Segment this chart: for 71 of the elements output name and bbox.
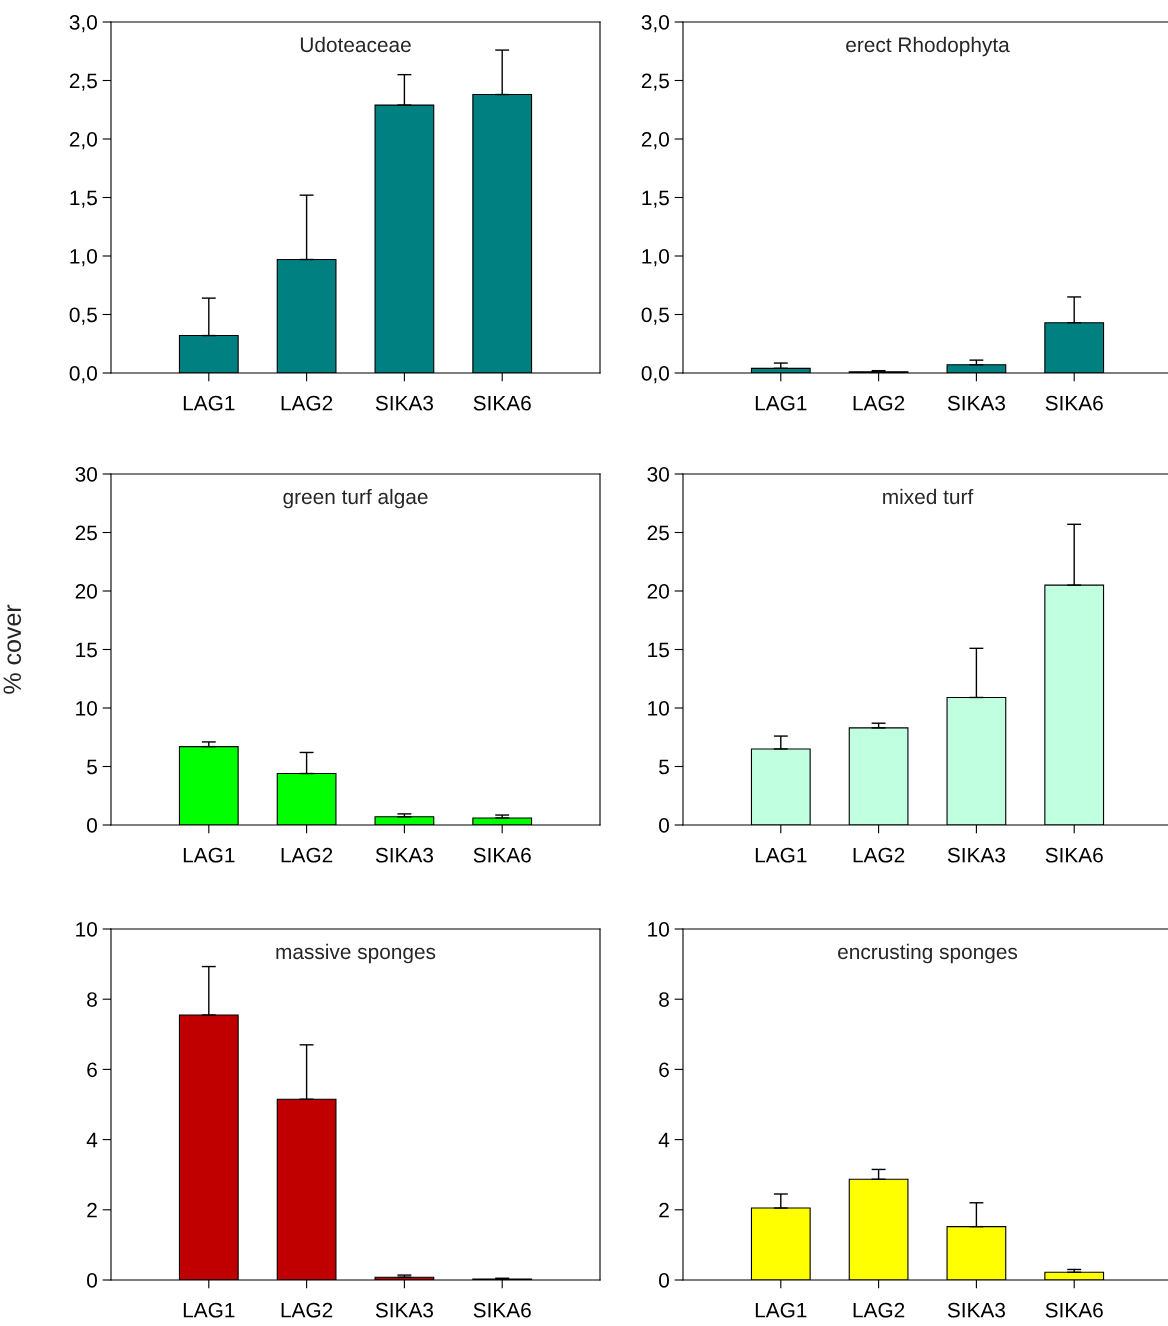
y-tick-label: 20 (75, 584, 97, 599)
x-tick-label: SIKA6 (473, 847, 531, 863)
x-tick-label: LAG2 (281, 847, 333, 863)
y-tick-label: 8 (87, 992, 97, 1007)
x-tick-label: SIKA3 (375, 1302, 434, 1318)
y-tick-label: 15 (76, 642, 97, 658)
x-tick-label: SIKA6 (473, 1302, 531, 1318)
y-tick-label: 2,5 (641, 73, 669, 91)
y-tick-label: 4 (658, 1132, 670, 1148)
x-tick-label: SIKA3 (947, 1302, 1006, 1318)
x-tick-label: SIKA6 (1045, 1302, 1103, 1318)
x-tick-label: LAG1 (183, 395, 235, 411)
y-tick-label: 1,0 (70, 249, 97, 267)
x-tick-label: LAG2 (281, 395, 333, 411)
y-tick-label: 1,0 (642, 249, 669, 267)
x-tick-label: LAG2 (281, 1302, 333, 1318)
text: Udoteaceae (300, 36, 411, 53)
y-tick-label: 30 (75, 467, 97, 482)
y-tick-label: 2,0 (641, 132, 669, 150)
y-tick-label: 3,0 (69, 15, 97, 33)
x-tick-label: SIKA3 (947, 395, 1006, 411)
y-tick-label: 10 (76, 701, 97, 716)
x-tick-label: LAG1 (755, 395, 807, 411)
y-tick-label: 10 (76, 922, 97, 937)
y-tick-label: 6 (659, 1062, 669, 1078)
y-tick-label: 1,5 (642, 190, 669, 208)
x-tick-label: LAG2 (853, 847, 905, 863)
y-tick-label: 2,5 (69, 73, 97, 91)
x-tick-label: LAG1 (183, 1302, 235, 1318)
y-tick-label: 2 (659, 1202, 669, 1218)
y-tick-label: 30 (647, 467, 669, 482)
y-tick-label: 1,5 (70, 190, 97, 208)
text: green turf algae (283, 488, 428, 509)
y-tick-label: 5 (87, 759, 97, 775)
text: massive sponges (276, 943, 436, 964)
y-tick-label: 15 (648, 642, 669, 658)
y-tick-label: 0 (659, 818, 669, 833)
y-tick-label: 6 (87, 1062, 97, 1078)
y-tick-label: 10 (648, 701, 669, 716)
y-tick-label: 2 (87, 1202, 97, 1218)
text: encrusting sponges (838, 943, 1018, 964)
x-tick-label: SIKA3 (375, 395, 434, 411)
y-tick-label: 0 (659, 1273, 669, 1288)
y-tick-label: 5 (659, 759, 669, 775)
y-tick-label: 0,0 (641, 366, 669, 384)
y-tick-label: 3,0 (641, 15, 669, 33)
x-tick-label: LAG1 (183, 847, 235, 863)
x-tick-label: SIKA3 (375, 847, 434, 863)
y-tick-label: 10 (648, 922, 669, 937)
x-tick-label: SIKA6 (1045, 847, 1103, 863)
y-tick-label: 0,5 (641, 307, 669, 325)
y-tick-label: 4 (86, 1132, 98, 1148)
x-tick-label: LAG1 (755, 1302, 807, 1318)
x-tick-label: SIKA6 (1045, 395, 1103, 411)
y-tick-label: 25 (647, 525, 669, 541)
y-tick-label: 20 (647, 584, 669, 599)
x-tick-label: LAG1 (755, 847, 807, 863)
x-tick-label: LAG2 (853, 395, 905, 411)
x-tick-label: SIKA6 (473, 395, 531, 411)
x-tick-label: LAG2 (853, 1302, 905, 1318)
y-axis-title: % cover (3, 604, 22, 694)
y-tick-label: 0 (87, 1273, 97, 1288)
y-tick-label: 0,5 (69, 307, 97, 325)
y-tick-label: 2,0 (69, 132, 97, 150)
y-tick-label: 0 (87, 818, 97, 833)
y-tick-label: 8 (659, 992, 669, 1007)
text: mixed turf (883, 488, 974, 505)
text: erect Rhodophyta (846, 36, 1010, 57)
y-tick-label: 0,0 (69, 366, 97, 384)
x-tick-label: SIKA3 (947, 847, 1006, 863)
y-tick-label: 25 (75, 525, 97, 541)
